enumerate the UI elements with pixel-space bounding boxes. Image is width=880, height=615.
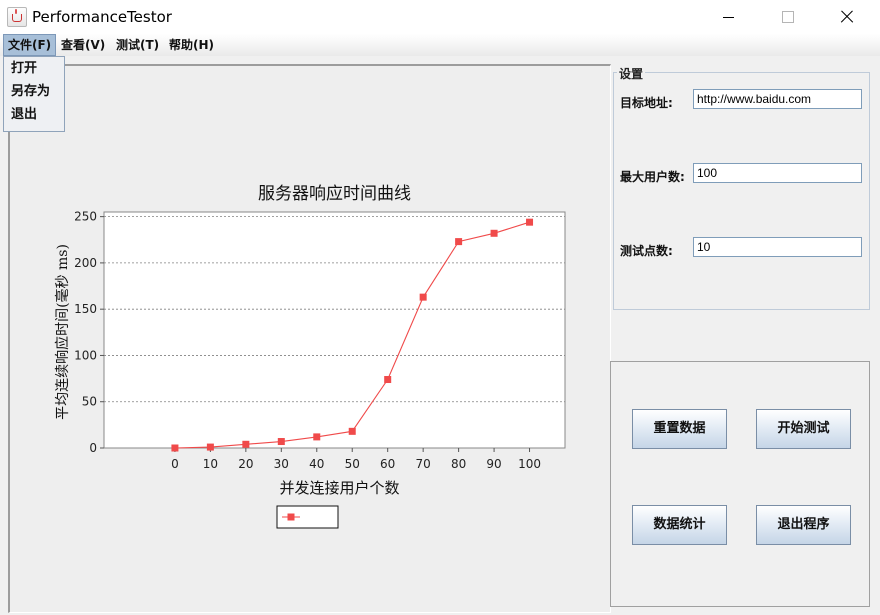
- y-tick-label: 50: [82, 395, 97, 409]
- target-url-input[interactable]: [693, 89, 862, 109]
- x-tick-label: 50: [345, 457, 360, 471]
- menu-item-exit[interactable]: 退出: [11, 107, 38, 122]
- x-tick-label: 30: [274, 457, 289, 471]
- max-users-input[interactable]: [693, 163, 862, 183]
- data-point: [171, 444, 179, 452]
- data-point: [526, 218, 534, 226]
- y-axis-label: 平均连续响应时间(毫秒 ms): [54, 244, 71, 420]
- chart-panel: 0 50 100 150 200 250 0 10 20 30 40 50 60 70 80 90 100 服务器…: [8, 64, 611, 613]
- x-tick-label: 10: [203, 457, 218, 471]
- data-point: [384, 376, 392, 384]
- chart-title: 服务器响应时间曲线: [258, 184, 411, 204]
- button-panel: 重置数据 开始测试 数据统计 退出程序: [610, 361, 870, 607]
- menu-item-save-as[interactable]: 另存为: [11, 84, 51, 99]
- data-point: [419, 293, 427, 301]
- x-tick-label: 0: [171, 457, 179, 471]
- maximize-button[interactable]: [766, 0, 810, 34]
- response-time-chart: 0 50 100 150 200 250 0 10 20 30 40 50 60 70 80 90 100 服务器…: [54, 184, 566, 529]
- plot-area: [103, 211, 566, 449]
- x-tick-label: 70: [416, 457, 431, 471]
- close-button[interactable]: [826, 0, 870, 34]
- java-app-icon: [7, 7, 27, 27]
- test-points-input[interactable]: [693, 237, 862, 257]
- data-point: [490, 229, 498, 237]
- menu-file[interactable]: 文件(F): [3, 34, 57, 56]
- data-point: [313, 433, 321, 441]
- data-stats-button[interactable]: 数据统计: [632, 505, 727, 545]
- data-point: [242, 440, 250, 448]
- data-point: [277, 438, 285, 446]
- x-axis-label: 并发连接用户个数: [279, 479, 399, 497]
- y-tick-label: 100: [74, 348, 97, 362]
- x-tick-label: 100: [518, 457, 541, 471]
- data-point: [206, 443, 214, 451]
- y-tick-label: 150: [74, 302, 97, 316]
- data-point: [455, 238, 463, 246]
- start-test-button[interactable]: 开始测试: [756, 409, 851, 449]
- window-title: PerformanceTestor: [32, 8, 172, 26]
- x-tick-label: 40: [309, 457, 324, 471]
- x-tick-label: 60: [380, 457, 395, 471]
- menu-view[interactable]: 查看(V): [61, 38, 106, 52]
- menu-test[interactable]: 测试(T): [116, 38, 160, 52]
- settings-group: 设置 目标地址: 最大用户数: 测试点数:: [613, 65, 870, 310]
- data-point: [348, 427, 356, 435]
- legend-box: [276, 505, 339, 529]
- file-menu-dropdown: 打开 另存为 退出: [3, 56, 65, 132]
- reset-data-button[interactable]: 重置数据: [632, 409, 727, 449]
- test-points-label: 测试点数:: [620, 244, 673, 258]
- title-bar: PerformanceTestor: [0, 0, 880, 34]
- max-users-label: 最大用户数:: [620, 170, 685, 184]
- y-tick-label: 250: [74, 210, 97, 224]
- menu-bar: 文件(F) 查看(V) 测试(T) 帮助(H): [0, 34, 880, 56]
- x-tick-label: 80: [451, 457, 466, 471]
- exit-program-button[interactable]: 退出程序: [756, 505, 851, 545]
- menu-item-open[interactable]: 打开: [11, 61, 38, 76]
- y-tick-label: 0: [89, 441, 97, 455]
- legend-marker: [287, 513, 295, 521]
- y-tick-label: 200: [74, 256, 97, 270]
- target-url-label: 目标地址:: [620, 96, 673, 110]
- settings-group-title: 设置: [617, 65, 646, 82]
- minimize-button[interactable]: [706, 0, 750, 34]
- menu-help[interactable]: 帮助(H): [169, 38, 215, 52]
- x-tick-label: 90: [486, 457, 501, 471]
- x-tick-label: 20: [238, 457, 253, 471]
